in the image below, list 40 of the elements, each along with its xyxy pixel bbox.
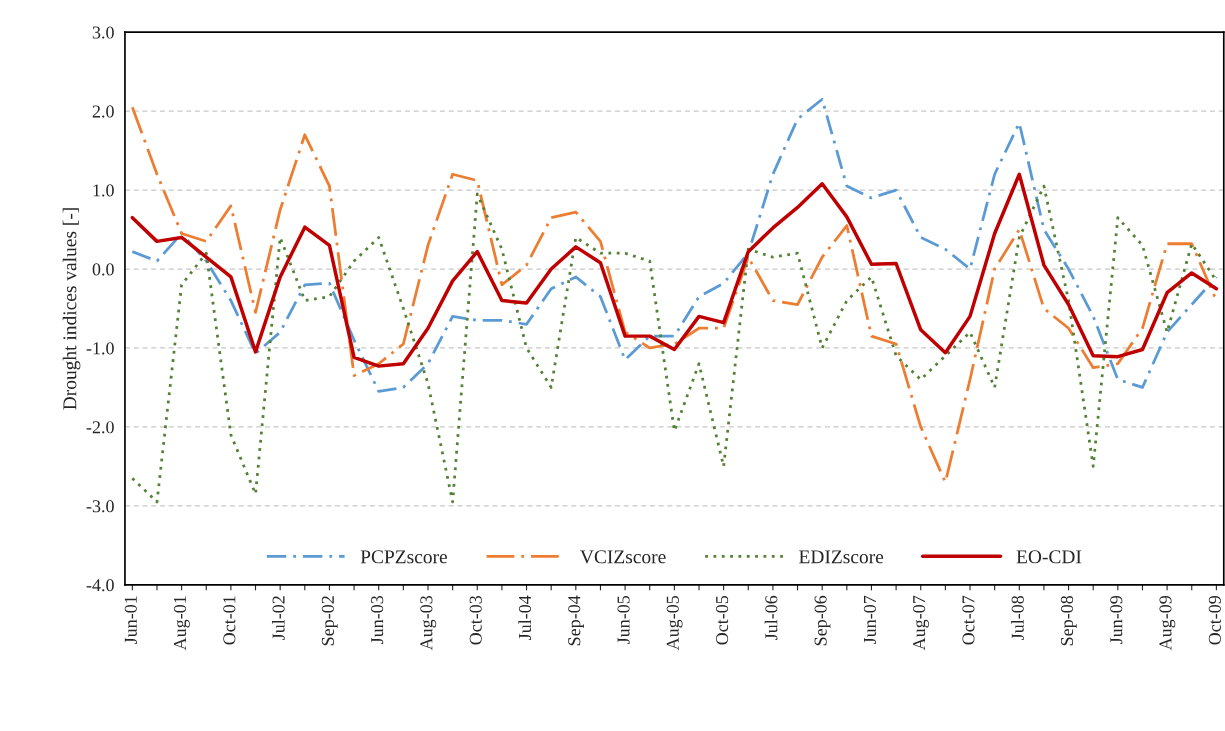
x-tick-label: Aug-07 [913,595,929,651]
y-tick-label: -2.0 [86,421,114,434]
x-tick-label: Aug-01 [173,596,190,651]
x-tick-label: Oct-09 [1208,595,1221,645]
line-series [130,97,1218,393]
x-tick-label: Jun-01 [124,596,137,644]
x-tick-label: Jul-04 [518,595,532,640]
legend-label: EO-CDI [1016,550,1082,564]
x-tick-label: Oct-03 [469,595,482,645]
y-tick-label: -1.0 [86,342,114,355]
y-tick-label: -3.0 [86,500,114,513]
legend-label: PCPZscore [360,550,447,564]
x-tick-label: Aug-09 [1159,595,1176,651]
x-tick-label: Jun-09 [1110,595,1123,644]
x-tick-label: Jul-02 [271,596,285,640]
x-tick-label: Jun-03 [371,595,384,644]
x-tick-label: Jul-08 [1011,595,1024,640]
x-tick-label: Jul-06 [764,595,778,640]
x-tick-label: Sep-04 [568,595,584,646]
x-tick-label: Sep-02 [321,596,338,646]
y-axis-title: Drought indices values [-] [62,208,81,410]
legend-label: VCIZscore [580,550,666,564]
line-series [130,172,1219,368]
x-tick-label: Sep-06 [814,595,831,646]
line-series [130,184,1218,504]
x-tick-label: Oct-05 [715,595,729,645]
y-tick-label: -4.0 [86,579,114,592]
x-tick-label: Jun-05 [617,595,630,644]
legend-label: EDIZscore [799,550,884,564]
y-tick-label: 0.0 [92,263,114,276]
x-tick-label: Jun-07 [863,595,876,644]
x-tick-label: Oct-01 [223,596,236,645]
x-tick-label: Aug-05 [666,595,683,651]
x-tick-label: Aug-03 [420,595,437,651]
line-series [130,105,1218,484]
x-tick-label: Sep-08 [1060,595,1077,646]
y-tick-label: 3.0 [92,26,114,39]
y-tick-label: 2.0 [92,105,114,118]
x-tick-label: Oct-07 [962,595,975,645]
y-tick-label: 1.0 [93,184,114,197]
